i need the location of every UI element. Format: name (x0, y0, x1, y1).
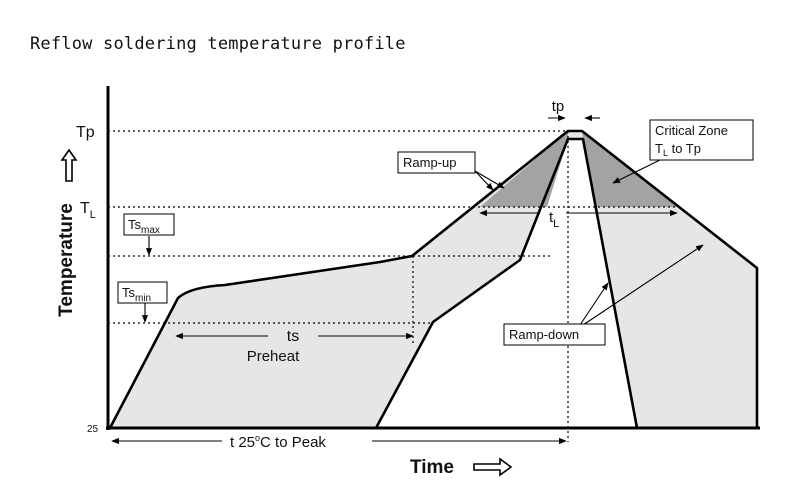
critical-zone-line2: TL to Tp (655, 141, 701, 158)
profile-outlines (108, 129, 759, 429)
inner-profile-line (374, 137, 639, 429)
tl-level-label: TL (80, 200, 96, 221)
y-origin-label: 25 (87, 424, 99, 435)
up-arrow-icon (60, 148, 78, 182)
tsmin-box (117, 281, 168, 304)
y-axis-label: Temperature (56, 203, 77, 317)
rampdown-pointer-1 (582, 244, 704, 326)
critical-pointer (612, 159, 661, 184)
rampdown-label: Ramp-down (509, 327, 579, 342)
rampup-pointer-1 (474, 170, 505, 189)
preheat-label: Preheat (247, 348, 300, 365)
critical-zone-box (649, 119, 754, 161)
rampdown-box (503, 323, 606, 346)
rampup-label: Ramp-up (403, 155, 456, 170)
rampup-box (397, 151, 476, 174)
outer-profile-line (108, 129, 759, 429)
diagram-title: Reflow soldering temperature profile (30, 34, 406, 54)
x-axis-label: Time (410, 457, 454, 478)
critical-zone-line1: Critical Zone (655, 123, 728, 138)
reference-lines (108, 130, 678, 442)
right-arrow-icon (473, 457, 513, 477)
tp-level-label: Tp (76, 124, 95, 141)
tl-span-label: tL (549, 209, 559, 230)
to-peak-label: t 25oC to Peak (230, 433, 326, 451)
inner-profile-cutout (376, 139, 637, 428)
tsmin-label: Tsmin (122, 285, 151, 304)
tl-level-subscript: L (90, 209, 96, 221)
tp-span-label: tp (552, 98, 565, 115)
tsmax-box (123, 213, 175, 236)
ts-span-label: ts (287, 328, 299, 345)
rampdown-pointer-2 (579, 282, 609, 326)
dimension-arrows (111, 114, 704, 445)
rampup-pointer-2 (474, 170, 494, 191)
tsmax-label: Tsmax (128, 217, 160, 236)
